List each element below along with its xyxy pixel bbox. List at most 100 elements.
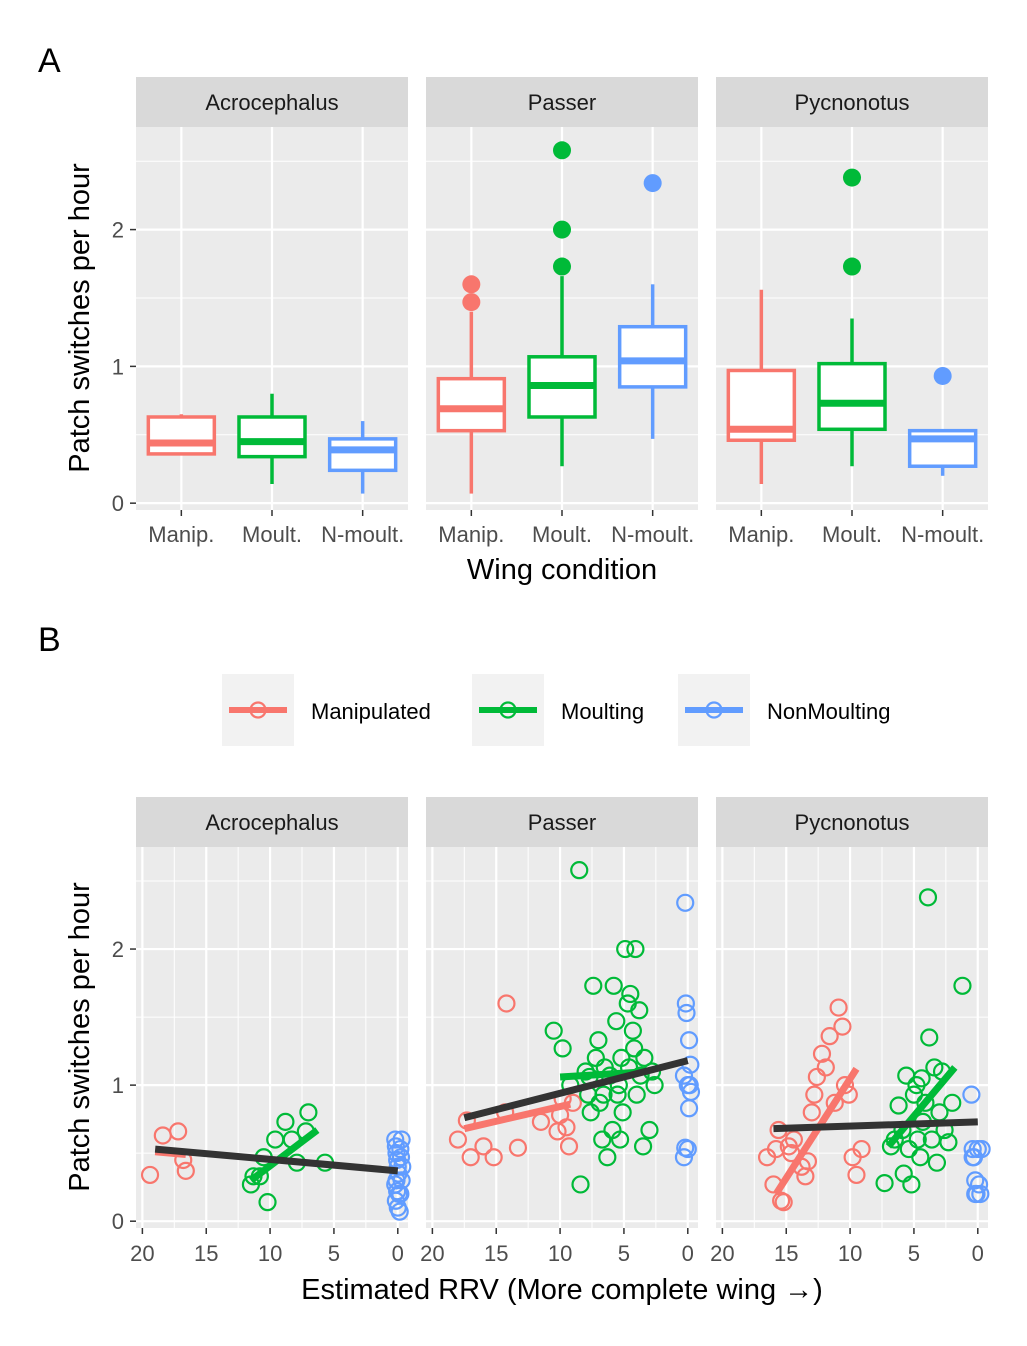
scatter-point — [820, 1027, 839, 1046]
scatter-point — [497, 994, 516, 1013]
fit-line-overall — [463, 1057, 689, 1122]
scatter-point — [889, 1096, 908, 1115]
scatter-point — [557, 1118, 576, 1137]
scatter-point — [825, 1093, 844, 1112]
box-outlier — [843, 168, 861, 187]
x-tick-label: 0 — [682, 1241, 694, 1266]
box-body — [327, 437, 398, 473]
scatter-point — [276, 1112, 295, 1131]
scatter-point — [386, 1130, 405, 1149]
scatter-point — [875, 1173, 894, 1193]
legend-item-moulting: Moulting — [472, 674, 644, 746]
x-tick-label: 20 — [420, 1241, 444, 1266]
scatter-point — [640, 1120, 659, 1140]
scatter-point — [140, 1165, 160, 1185]
strip-a-pycnonotus — [716, 77, 988, 127]
facet-a-acrocephalus: Acrocephalus Manip. Moult. N-moult. — [136, 77, 408, 547]
facet-a-passer: Passer Manip. Moult. N-moult. — [426, 77, 698, 547]
x-tick-label: Moult. — [242, 522, 302, 547]
scatter-point — [894, 1164, 913, 1183]
scatter-point — [966, 1184, 985, 1204]
scatter-point — [544, 1021, 563, 1040]
panel-bg-b-pycnonotus — [716, 847, 988, 1228]
panel-a-ylabel: Patch switches per hour — [64, 163, 96, 473]
scatter-point — [912, 1069, 931, 1088]
facet-a-pycnonotus: Pycnonotus Manip. Moult. N-moult. — [716, 77, 988, 547]
x-tick-label: 5 — [908, 1241, 920, 1266]
points-pycnonotus-nonmoulting — [962, 1085, 991, 1204]
box-body — [146, 415, 217, 456]
scatter-point — [474, 1137, 493, 1156]
strip-label-b-passer: Passer — [528, 810, 596, 835]
scatter-point — [971, 1184, 990, 1204]
scatter-point — [943, 1093, 962, 1112]
scatter-point — [626, 939, 645, 959]
scatter-point — [816, 1058, 835, 1077]
scatter-point — [852, 1139, 871, 1159]
points-passer-nonmoulting — [674, 893, 701, 1167]
scatter-point — [299, 1103, 318, 1122]
strip-a-acrocephalus — [136, 77, 408, 127]
scatter-point — [623, 1021, 642, 1040]
scatter-point — [679, 1099, 699, 1118]
scatter-point — [674, 1066, 694, 1085]
strip-label-b-acrocephalus: Acrocephalus — [205, 810, 338, 835]
box-outlier — [643, 174, 662, 193]
scatter-point — [559, 1137, 579, 1156]
box-outlier — [553, 220, 571, 239]
scatter-point — [962, 1085, 981, 1104]
scatter-point — [674, 1148, 694, 1167]
scatter-point — [461, 1148, 480, 1167]
strip-label-a-acrocephalus: Acrocephalus — [205, 90, 338, 115]
x-tick-label: N-moult. — [901, 522, 984, 547]
strip-b-passer — [426, 797, 698, 847]
strip-b-acrocephalus — [136, 797, 408, 847]
legend: Manipulated Moulting NonMoulting — [222, 674, 891, 746]
legend-label: NonMoulting — [767, 699, 891, 724]
scatter-point — [584, 976, 603, 995]
scatter-point — [613, 1103, 632, 1122]
x-tick-label: Moult. — [532, 522, 592, 547]
scatter-point — [570, 861, 589, 880]
scatter-point — [598, 1148, 617, 1167]
scatter-point — [593, 1130, 612, 1149]
legend-item-manipulated: Manipulated — [222, 674, 431, 746]
scatter-point — [802, 1103, 821, 1122]
scatter-point — [833, 1017, 852, 1036]
x-tick-label: Moult. — [822, 522, 882, 547]
strip-label-b-pycnonotus: Pycnonotus — [795, 810, 910, 835]
box-outlier — [553, 257, 571, 276]
scatter-point — [607, 1012, 626, 1031]
scatter-point — [258, 1193, 277, 1212]
scatter-point — [963, 1148, 982, 1167]
x-tick-label: N-moult. — [321, 522, 404, 547]
x-tick-label: 20 — [710, 1241, 734, 1266]
scatter-point — [448, 1130, 468, 1149]
x-tick-label: Manip. — [148, 522, 214, 547]
scatter-point — [676, 994, 695, 1013]
scatter-point — [176, 1161, 195, 1180]
panel-b-xlabel: Estimated RRV (More complete wing →) — [301, 1274, 823, 1306]
scatter-point — [627, 1085, 646, 1104]
y-tick-label: 1 — [112, 354, 124, 379]
box-passer-moulting — [527, 141, 597, 467]
scatter-point — [953, 976, 972, 995]
y-tick-label: 0 — [112, 491, 124, 516]
box-outlier — [843, 257, 861, 276]
scatter-point — [918, 888, 938, 907]
legend-key-point — [249, 701, 267, 719]
scatter-point — [608, 1085, 627, 1104]
box-outlier — [553, 141, 571, 160]
fit-line-moulting — [248, 1127, 320, 1184]
box-acrocephalus-manipulated — [146, 414, 217, 456]
panel-a-xlabel: Wing condition — [467, 554, 657, 586]
x-tick-label: 20 — [130, 1241, 154, 1266]
scatter-point — [594, 1085, 613, 1104]
scatter-point — [625, 1039, 644, 1058]
scatter-point — [633, 1137, 653, 1156]
box-body — [617, 324, 688, 389]
y-tick-label: 0 — [112, 1209, 124, 1234]
scatter-point — [508, 1138, 528, 1157]
